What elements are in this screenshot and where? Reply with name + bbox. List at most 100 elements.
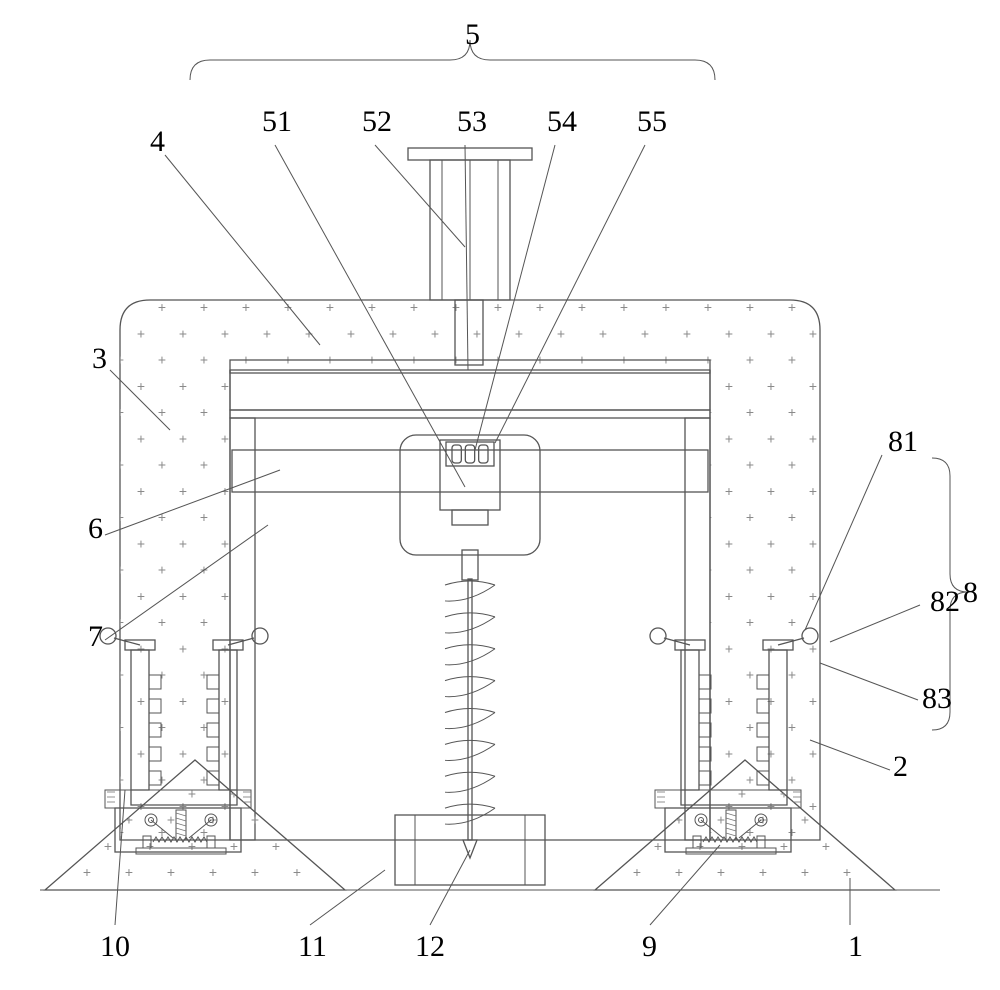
svg-text:+: + <box>704 614 712 630</box>
svg-text:+: + <box>746 509 754 525</box>
svg-text:+: + <box>326 509 334 525</box>
svg-text:+: + <box>515 483 523 499</box>
svg-text:+: + <box>641 640 649 656</box>
svg-text:+: + <box>41 759 49 775</box>
svg-text:+: + <box>641 378 649 394</box>
svg-text:+: + <box>557 693 565 709</box>
svg-text:+: + <box>368 824 376 840</box>
svg-text:+: + <box>599 378 607 394</box>
svg-text:+: + <box>620 824 628 840</box>
svg-text:+: + <box>188 838 196 854</box>
svg-text:+: + <box>830 457 838 473</box>
svg-text:+: + <box>683 588 691 604</box>
svg-text:+: + <box>809 693 817 709</box>
svg-text:+: + <box>62 785 70 801</box>
svg-text:+: + <box>263 535 271 551</box>
svg-text:+: + <box>717 812 725 828</box>
svg-text:+: + <box>809 535 817 551</box>
svg-text:+: + <box>717 864 725 880</box>
svg-text:+: + <box>179 535 187 551</box>
svg-text:+: + <box>746 719 754 735</box>
svg-text:+: + <box>683 483 691 499</box>
svg-text:+: + <box>179 378 187 394</box>
svg-text:+: + <box>158 719 166 735</box>
svg-text:+: + <box>809 588 817 604</box>
svg-text:+: + <box>263 588 271 604</box>
svg-text:+: + <box>725 535 733 551</box>
svg-text:+: + <box>830 719 838 735</box>
svg-text:+: + <box>158 404 166 420</box>
svg-text:+: + <box>431 798 439 814</box>
svg-text:+: + <box>410 614 418 630</box>
svg-text:+: + <box>725 640 733 656</box>
svg-text:+: + <box>431 745 439 761</box>
svg-text:+: + <box>410 772 418 788</box>
svg-text:+: + <box>368 772 376 788</box>
svg-text:+: + <box>578 299 586 315</box>
svg-text:+: + <box>830 772 838 788</box>
svg-text:+: + <box>536 772 544 788</box>
svg-text:+: + <box>767 745 775 761</box>
svg-text:+: + <box>830 404 838 420</box>
svg-text:+: + <box>431 483 439 499</box>
svg-text:+: + <box>125 759 133 775</box>
svg-text:+: + <box>116 509 124 525</box>
svg-text:+: + <box>620 509 628 525</box>
svg-text:+: + <box>725 483 733 499</box>
svg-text:+: + <box>200 352 208 368</box>
svg-text:+: + <box>305 693 313 709</box>
svg-text:+: + <box>158 457 166 473</box>
svg-text:+: + <box>578 772 586 788</box>
svg-text:+: + <box>578 614 586 630</box>
svg-text:+: + <box>851 798 859 814</box>
svg-text:+: + <box>612 785 620 801</box>
svg-text:+: + <box>410 509 418 525</box>
svg-text:+: + <box>200 614 208 630</box>
svg-text:+: + <box>263 378 271 394</box>
svg-text:+: + <box>305 430 313 446</box>
svg-text:+: + <box>410 562 418 578</box>
svg-text:+: + <box>347 693 355 709</box>
svg-text:+: + <box>620 614 628 630</box>
svg-text:+: + <box>251 864 259 880</box>
svg-text:+: + <box>654 838 662 854</box>
svg-text:+: + <box>704 299 712 315</box>
svg-text:+: + <box>494 772 502 788</box>
svg-text:+: + <box>557 640 565 656</box>
svg-text:+: + <box>473 378 481 394</box>
svg-text:+: + <box>452 614 460 630</box>
svg-text:+: + <box>906 838 914 854</box>
svg-text:+: + <box>788 562 796 578</box>
svg-text:+: + <box>788 667 796 683</box>
svg-text:+: + <box>641 745 649 761</box>
svg-text:+: + <box>242 562 250 578</box>
svg-text:+: + <box>641 483 649 499</box>
svg-text:+: + <box>242 509 250 525</box>
svg-text:+: + <box>599 745 607 761</box>
svg-text:+: + <box>788 719 796 735</box>
svg-text:+: + <box>599 640 607 656</box>
svg-text:+: + <box>599 325 607 341</box>
ref-label-7: 7 <box>88 620 103 654</box>
svg-text:+: + <box>305 483 313 499</box>
svg-text:+: + <box>473 588 481 604</box>
svg-text:+: + <box>683 798 691 814</box>
svg-text:+: + <box>599 430 607 446</box>
svg-text:+: + <box>788 772 796 788</box>
svg-text:+: + <box>62 838 70 854</box>
svg-text:+: + <box>137 798 145 814</box>
svg-text:+: + <box>515 693 523 709</box>
svg-text:+: + <box>494 562 502 578</box>
svg-text:+: + <box>167 759 175 775</box>
svg-text:+: + <box>452 299 460 315</box>
svg-text:+: + <box>906 785 914 801</box>
svg-text:+: + <box>746 614 754 630</box>
svg-text:+: + <box>137 693 145 709</box>
svg-text:+: + <box>209 864 217 880</box>
svg-text:+: + <box>641 798 649 814</box>
svg-text:+: + <box>759 864 767 880</box>
svg-text:+: + <box>515 640 523 656</box>
ref-label-11: 11 <box>298 930 327 964</box>
svg-text:+: + <box>389 483 397 499</box>
svg-text:+: + <box>851 588 859 604</box>
